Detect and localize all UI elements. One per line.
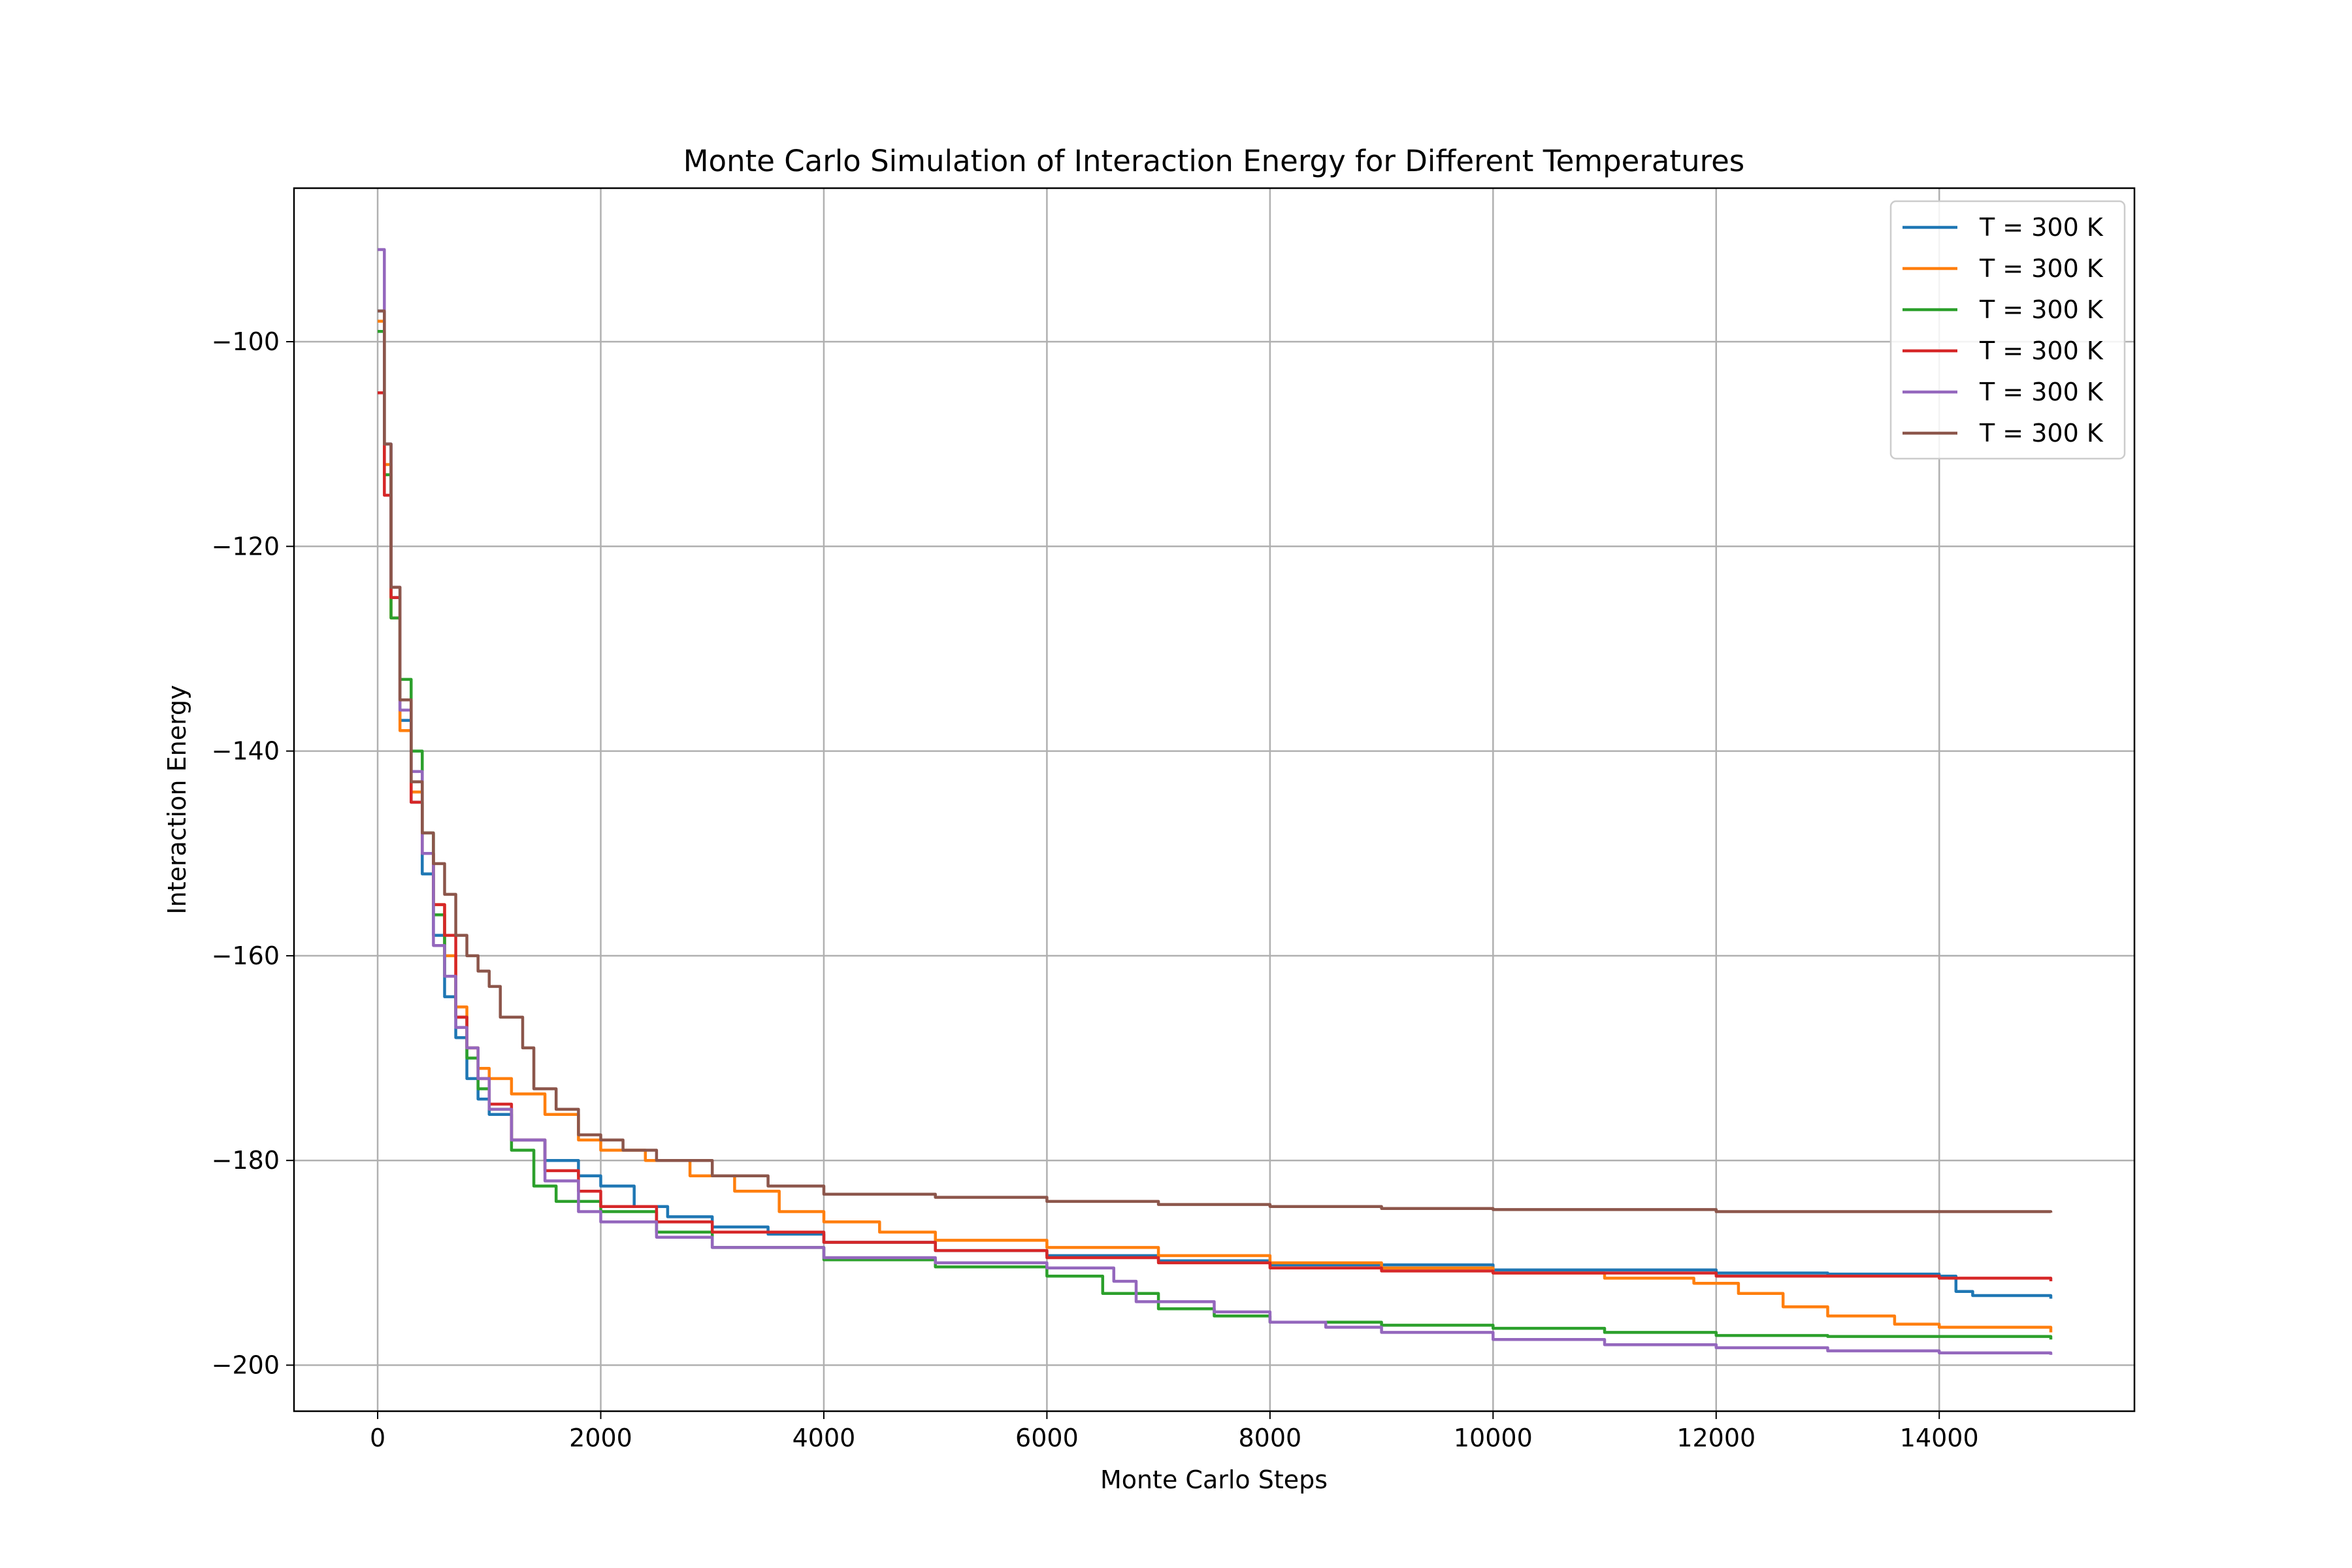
- x-tick-label: 14000: [1900, 1424, 1979, 1452]
- legend-box: [1889, 200, 2126, 460]
- y-tick-label: −200: [212, 1351, 280, 1380]
- y-tick-label: −140: [212, 737, 280, 766]
- plot-frame: [293, 187, 2136, 1413]
- x-tick-label: 2000: [569, 1424, 632, 1452]
- y-tick-label: −120: [212, 532, 280, 561]
- legend-label-2: T = 300 K: [1979, 254, 2104, 283]
- x-tick-label: 4000: [792, 1424, 856, 1452]
- x-axis-label: Monte Carlo Steps: [1100, 1465, 1328, 1494]
- legend-label-3: T = 300 K: [1979, 295, 2104, 324]
- x-tick-label: 0: [370, 1424, 385, 1452]
- legend: T = 300 K T = 300 K T = 300 K T = 300 K T = …: [1889, 200, 2126, 460]
- series-group: [378, 248, 2053, 1355]
- x-tick-label: 6000: [1015, 1424, 1079, 1452]
- x-tick-label: 12000: [1676, 1424, 1756, 1452]
- y-tick-label: −100: [212, 327, 280, 356]
- series-line-6: [378, 309, 2053, 1213]
- legend-label-1: T = 300 K: [1979, 213, 2104, 242]
- legend-label-6: T = 300 K: [1979, 419, 2104, 448]
- legend-label-4: T = 300 K: [1979, 336, 2104, 365]
- x-tick-label: 10000: [1454, 1424, 1533, 1452]
- series-line-5: [378, 248, 2053, 1355]
- x-tick-label: 8000: [1239, 1424, 1302, 1452]
- chart-title: Monte Carlo Simulation of Interaction En…: [683, 144, 1745, 178]
- y-axis-label: Interaction Energy: [163, 685, 191, 914]
- y-tick-label: −160: [212, 941, 280, 970]
- legend-label-5: T = 300 K: [1979, 378, 2104, 406]
- x-axis-ticks: 0 2000 4000 6000 8000 10000 12000 14000: [370, 1411, 1979, 1452]
- y-tick-label: −180: [212, 1146, 280, 1175]
- y-axis-ticks: −100 −120 −140 −160 −180 −200: [212, 327, 294, 1380]
